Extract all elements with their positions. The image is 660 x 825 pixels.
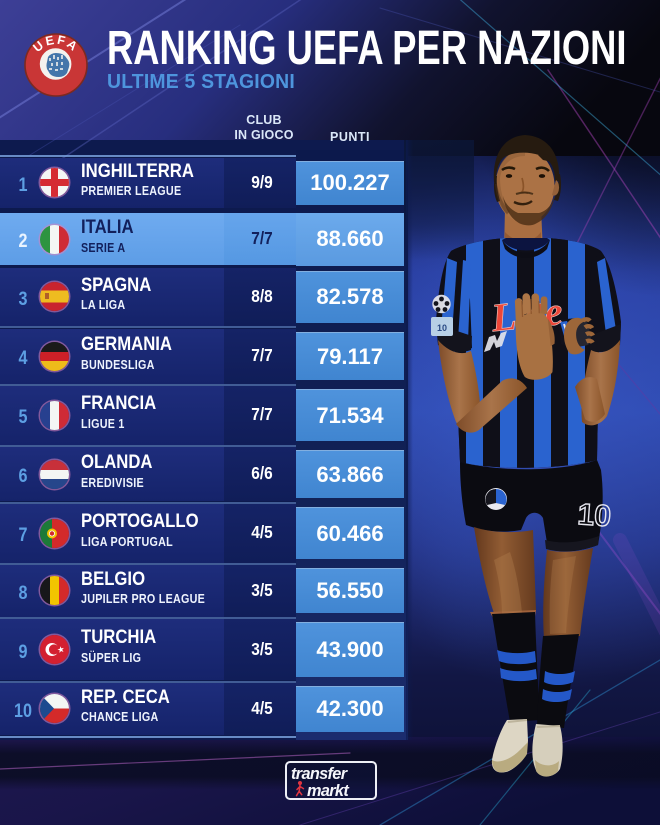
svg-text:10: 10 — [577, 498, 613, 533]
svg-text:10: 10 — [437, 323, 447, 333]
